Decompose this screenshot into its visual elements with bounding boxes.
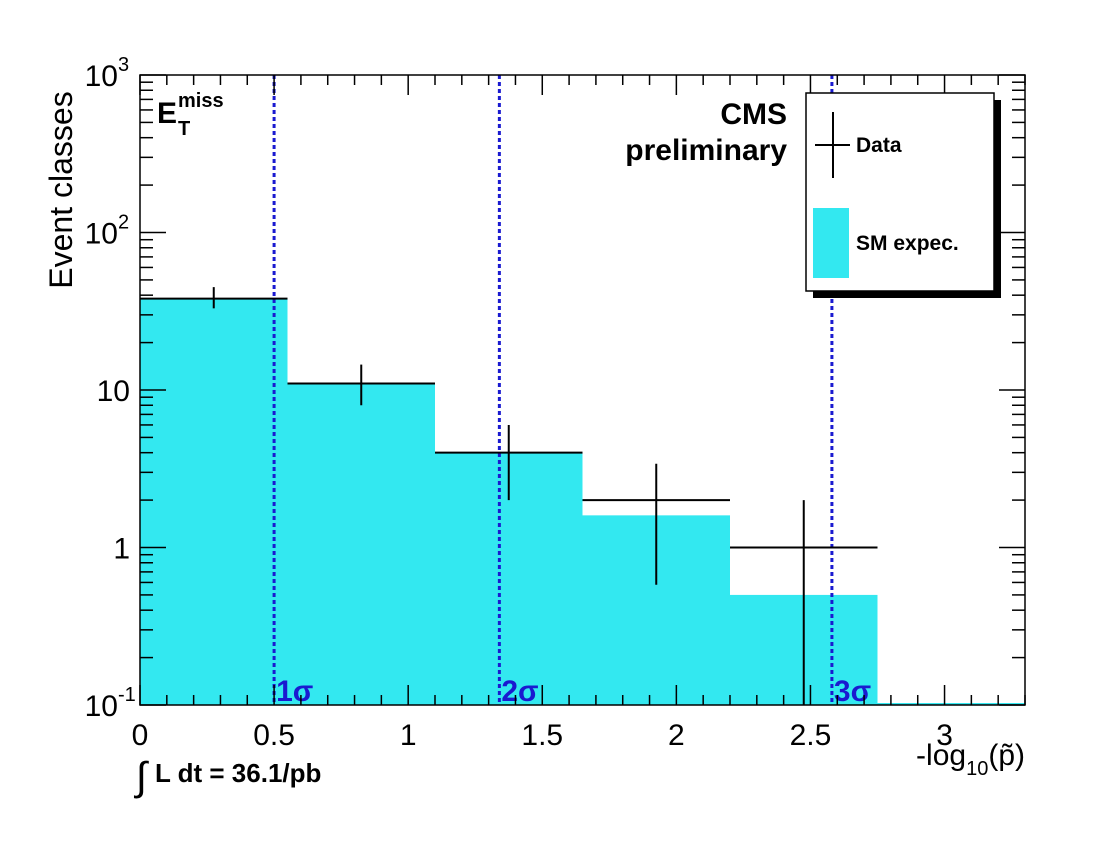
x-tick-label: 3 <box>936 719 953 752</box>
legend: Data SM expec. <box>805 92 1001 298</box>
y-tick-exponent: 3 <box>118 54 129 76</box>
sigma-label: 3σ <box>834 675 871 708</box>
legend-data-label: Data <box>856 134 902 157</box>
met-superscript: miss <box>178 90 224 112</box>
sm-bar <box>287 383 435 705</box>
sigma-label: 1σ <box>276 675 313 708</box>
y-tick-label: 10 <box>85 218 118 251</box>
met-subscript: T <box>178 118 190 140</box>
data-points <box>140 287 878 705</box>
sigma-label: 2σ <box>501 675 538 708</box>
y-tick-label: 10 <box>85 60 118 93</box>
legend-sm-swatch <box>813 208 849 278</box>
x-tick-label: 0 <box>132 719 149 752</box>
met-label: E <box>157 97 177 130</box>
x-tick-label: 1 <box>400 719 417 752</box>
sm-bar <box>140 298 288 705</box>
lumi-label: L dt = 36.1/pb <box>155 758 321 788</box>
preliminary-label: preliminary <box>625 134 787 167</box>
x-tick-label: 0.5 <box>253 719 295 752</box>
lumi-integral-sign: ∫ <box>134 755 150 799</box>
x-tick-label: 2 <box>668 719 685 752</box>
y-tick-exponent: 2 <box>118 212 129 234</box>
y-tick-exponent: -1 <box>118 684 136 706</box>
y-tick-label: 1 <box>113 533 130 566</box>
x-tick-label: 1.5 <box>521 719 563 752</box>
legend-sm-label: SM expec. <box>856 232 959 255</box>
y-tick-label: 10 <box>97 375 130 408</box>
y-tick-label: 10 <box>85 690 118 723</box>
x-tick-label: 2.5 <box>790 719 832 752</box>
cms-label: CMS <box>720 98 787 131</box>
x-axis-label: -log10(p̃) <box>916 739 1025 780</box>
y-axis-label: Event classes <box>43 91 79 288</box>
